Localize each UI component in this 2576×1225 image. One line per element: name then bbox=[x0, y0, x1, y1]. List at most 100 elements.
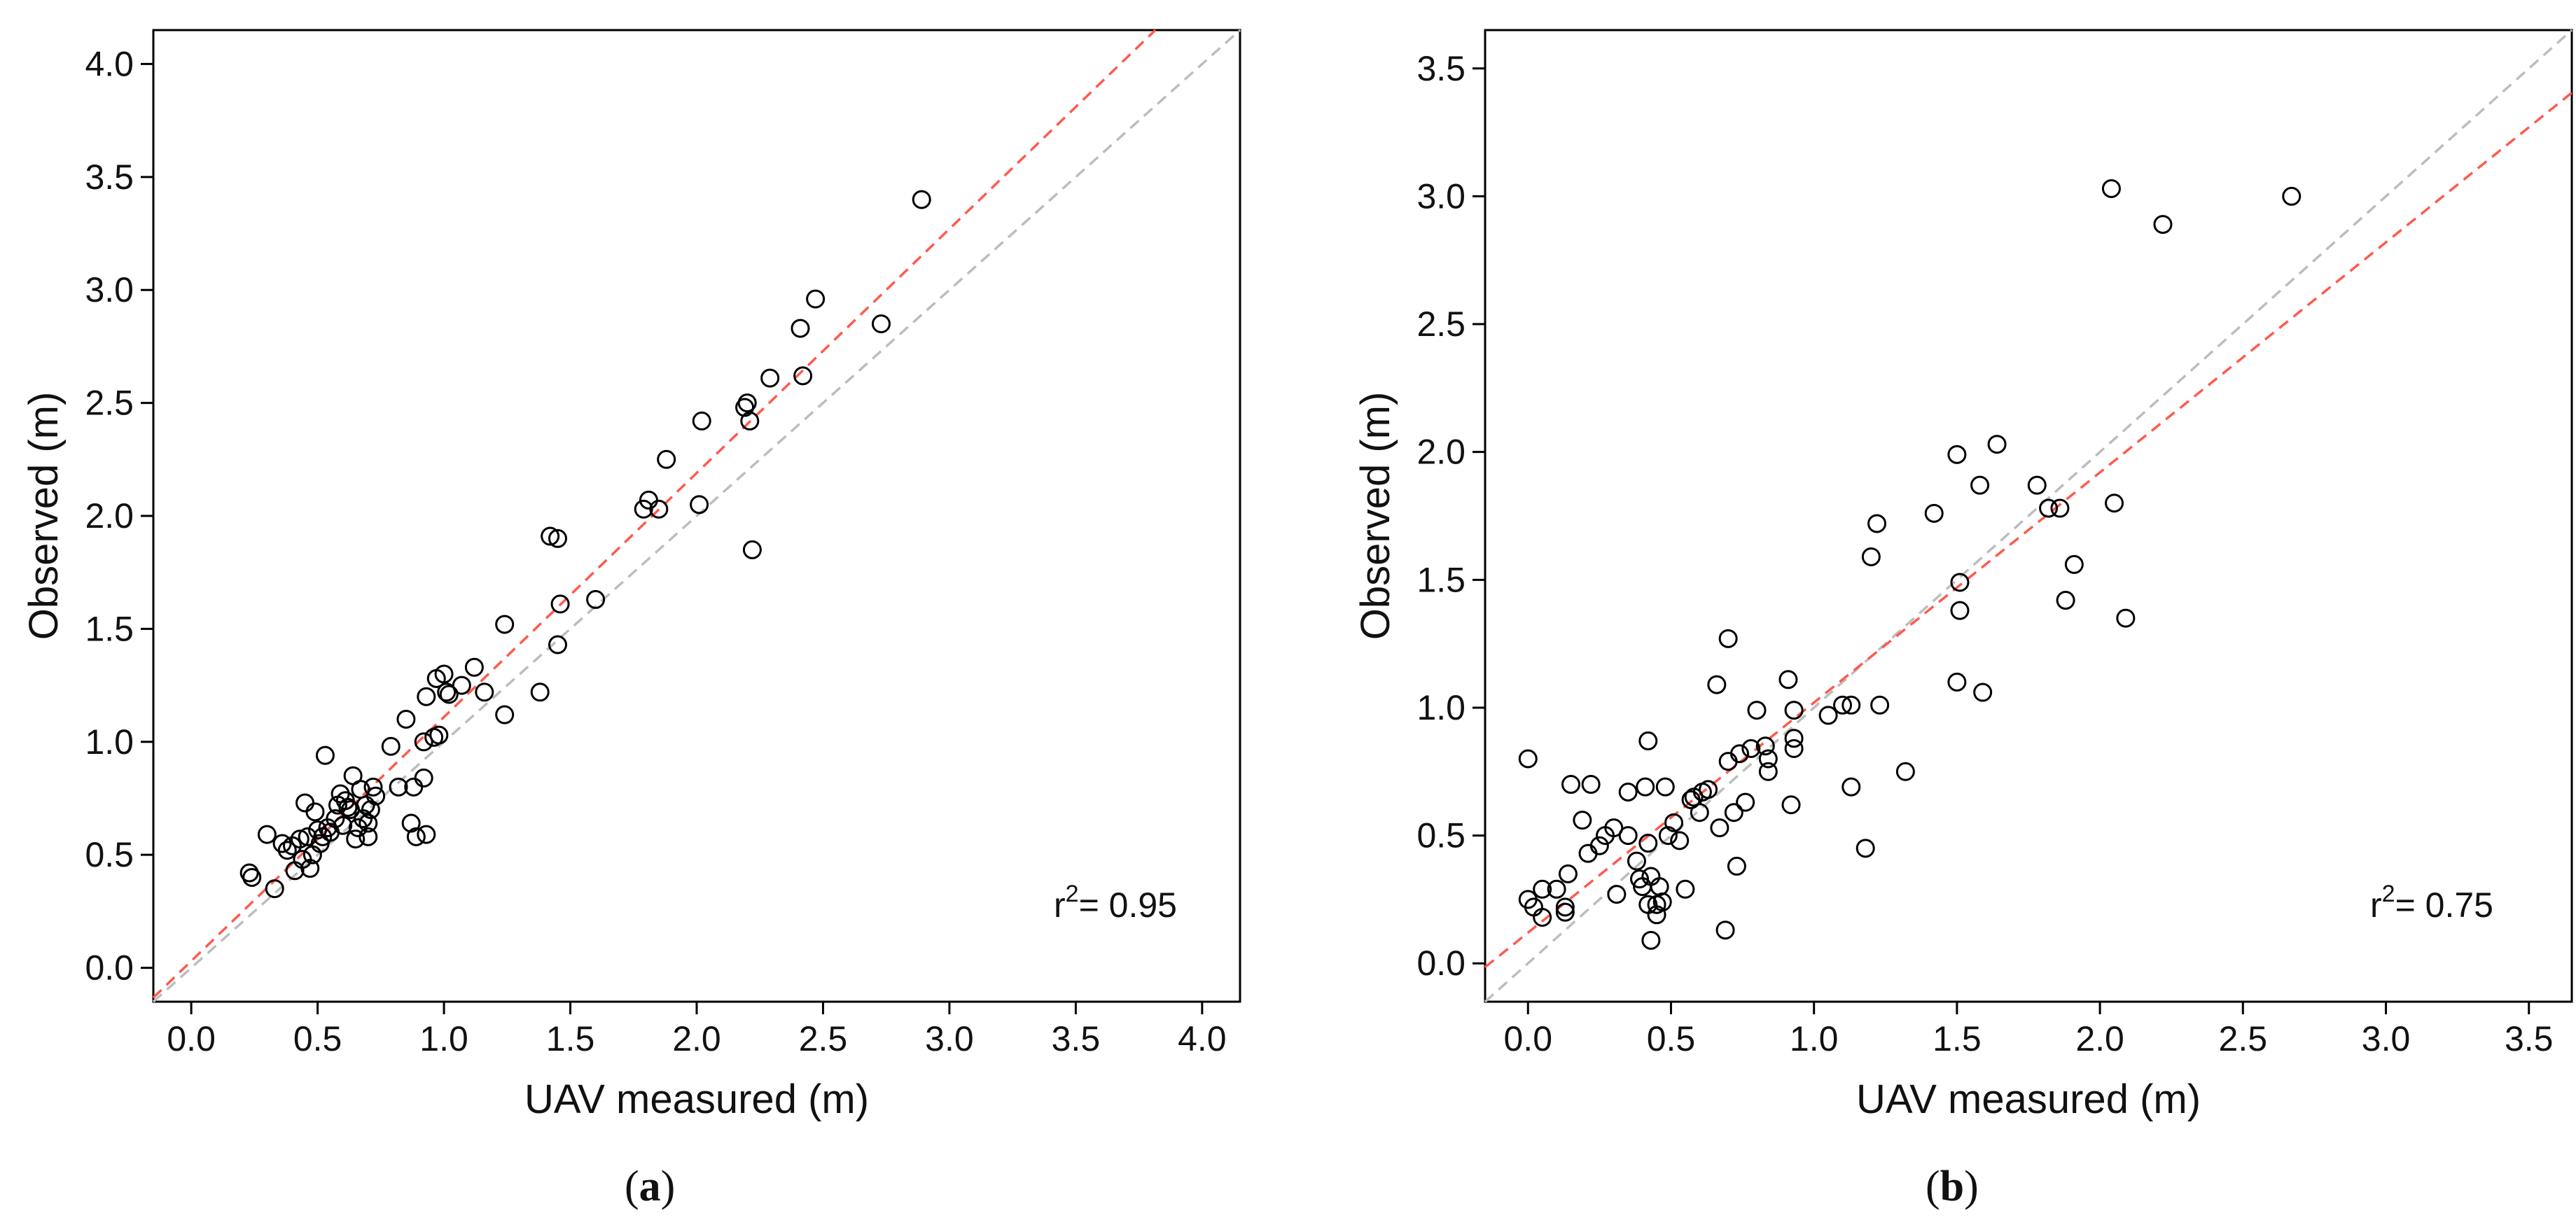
x-tick-label-a: 4.0 bbox=[1178, 1019, 1227, 1058]
data-point-b bbox=[1950, 573, 1970, 592]
data-point-b bbox=[1710, 818, 1729, 838]
data-point-b bbox=[2056, 591, 2075, 610]
data-point-a bbox=[265, 879, 284, 899]
data-point-b bbox=[1950, 601, 1970, 620]
data-point-a bbox=[541, 526, 560, 546]
data-point-a bbox=[417, 825, 436, 844]
data-point-b bbox=[1581, 775, 1601, 794]
data-point-a bbox=[361, 800, 380, 820]
data-point-a bbox=[657, 449, 676, 469]
data-points-a bbox=[239, 190, 931, 899]
y-tick-label-b: 2.0 bbox=[1416, 433, 1465, 472]
data-point-b bbox=[1690, 803, 1709, 822]
x-tick-label-b: 2.0 bbox=[2075, 1019, 2124, 1058]
data-point-b bbox=[1518, 749, 1538, 769]
x-tick-label-a: 0.0 bbox=[167, 1019, 216, 1058]
data-point-a bbox=[346, 830, 365, 849]
data-point-b bbox=[1652, 892, 1672, 912]
x-tick-label-b: 1.0 bbox=[1790, 1019, 1839, 1058]
data-point-a bbox=[305, 802, 325, 822]
data-point-b bbox=[2039, 498, 2059, 518]
data-point-a bbox=[389, 777, 408, 797]
data-point-a bbox=[475, 682, 494, 702]
x-tick-label-a: 0.5 bbox=[293, 1019, 342, 1058]
reference-line-b bbox=[1484, 29, 2573, 1003]
data-point-b bbox=[1987, 435, 2007, 454]
data-point-b bbox=[1630, 869, 1650, 889]
data-point-a bbox=[417, 687, 436, 706]
x-tick-label-b: 3.0 bbox=[2362, 1019, 2411, 1058]
data-point-b bbox=[1555, 902, 1575, 922]
regression-line-a bbox=[152, 29, 1157, 999]
x-tick-label-b: 2.5 bbox=[2219, 1019, 2268, 1058]
data-point-b bbox=[1856, 839, 1875, 858]
data-point-b bbox=[1533, 907, 1552, 927]
data-point-a bbox=[437, 682, 457, 702]
data-point-b bbox=[1650, 877, 1669, 897]
x-tick-label-b: 0.5 bbox=[1647, 1019, 1696, 1058]
y-tick-label-a: 0.5 bbox=[85, 835, 134, 874]
data-point-a bbox=[737, 393, 757, 413]
data-point-a bbox=[396, 710, 416, 729]
y-tick-label-a: 1.5 bbox=[85, 609, 134, 648]
data-point-b bbox=[1627, 851, 1646, 871]
data-point-b bbox=[1755, 736, 1775, 756]
data-point-a bbox=[295, 793, 315, 813]
r-squared-prefix-b: r bbox=[2370, 886, 2382, 925]
data-point-b bbox=[1718, 629, 1738, 648]
data-point-b bbox=[1736, 792, 1755, 812]
data-point-b bbox=[2101, 178, 2121, 198]
y-tick-label-b: 3.5 bbox=[1416, 49, 1465, 88]
x-tick-label-a: 2.5 bbox=[799, 1019, 848, 1058]
data-point-a bbox=[434, 664, 454, 684]
data-point-b bbox=[2027, 475, 2047, 495]
panel-label-b: (b) bbox=[1926, 1163, 1979, 1210]
data-point-a bbox=[277, 841, 297, 860]
r-squared-value-a: = 0.95 bbox=[1079, 886, 1177, 925]
x-tick-label-a: 2.0 bbox=[672, 1019, 721, 1058]
x-tick-label-a: 1.0 bbox=[419, 1019, 468, 1058]
data-point-a bbox=[366, 786, 386, 806]
data-point-b bbox=[1758, 762, 1778, 781]
x-tick-label-b: 3.5 bbox=[2505, 1019, 2554, 1058]
x-tick-label-a: 1.5 bbox=[546, 1019, 595, 1058]
y-tick-label-b: 0.0 bbox=[1416, 944, 1465, 983]
r-squared-superscript-a: 2 bbox=[1066, 881, 1079, 907]
data-point-a bbox=[530, 682, 550, 702]
data-point-b bbox=[1664, 813, 1684, 832]
data-point-a bbox=[381, 736, 401, 756]
y-tick-label-a: 0.0 bbox=[85, 948, 134, 988]
data-point-a bbox=[452, 676, 471, 695]
data-point-b bbox=[1636, 777, 1655, 797]
data-point-a bbox=[692, 411, 711, 430]
y-axis-title-b: Observed (m) bbox=[1353, 392, 1398, 640]
data-points-b bbox=[1518, 178, 2302, 950]
data-point-a bbox=[548, 528, 567, 548]
data-point-b bbox=[1842, 777, 1861, 797]
data-point-b bbox=[1924, 503, 1944, 523]
y-tick-label-a: 2.5 bbox=[85, 384, 134, 423]
panel-label-a: (a) bbox=[625, 1163, 675, 1210]
y-tick-label-a: 2.0 bbox=[85, 496, 134, 536]
data-point-a bbox=[401, 813, 421, 833]
data-point-b bbox=[1561, 775, 1581, 794]
data-point-b bbox=[1647, 905, 1666, 925]
data-point-a bbox=[363, 777, 383, 797]
data-point-b bbox=[1578, 844, 1598, 863]
data-point-a bbox=[495, 615, 515, 634]
data-point-b bbox=[1833, 695, 1853, 715]
data-point-b bbox=[1778, 670, 1798, 690]
data-point-b bbox=[1970, 475, 1990, 495]
data-point-a bbox=[358, 827, 378, 846]
r-squared-value-b: = 0.75 bbox=[2395, 886, 2493, 925]
data-point-b bbox=[1867, 514, 1887, 533]
data-point-a bbox=[464, 657, 484, 677]
data-point-a bbox=[333, 816, 353, 835]
x-tick-label-b: 0.0 bbox=[1504, 1019, 1553, 1058]
data-point-b bbox=[1558, 864, 1578, 883]
data-point-b bbox=[1724, 803, 1743, 822]
data-point-b bbox=[1699, 780, 1718, 799]
y-tick-label-a: 3.0 bbox=[85, 270, 134, 309]
data-point-b bbox=[1715, 920, 1735, 940]
data-point-b bbox=[1604, 818, 1624, 838]
